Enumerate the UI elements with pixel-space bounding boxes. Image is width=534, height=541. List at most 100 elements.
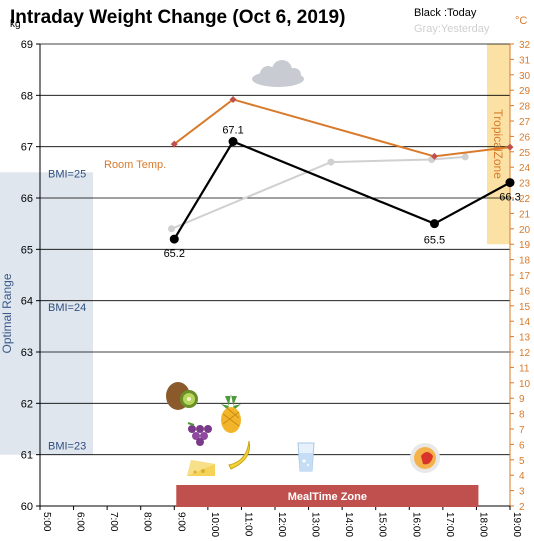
y2-tick-label: 14 bbox=[519, 317, 531, 328]
grid-lines bbox=[40, 43, 510, 507]
y-tick-label: 68 bbox=[21, 90, 33, 102]
y2-tick-label: 4 bbox=[519, 471, 525, 482]
y2-tick-label: 10 bbox=[519, 379, 531, 390]
y-tick-label: 62 bbox=[21, 398, 33, 410]
y2-tick-label: 21 bbox=[519, 209, 531, 220]
bmi-labels: BMI=25 BMI=24 BMI=23 bbox=[48, 168, 86, 452]
x-tick-label: 16:00 bbox=[410, 512, 421, 537]
y2-tick-label: 22 bbox=[519, 194, 531, 205]
y2-tick-label: 9 bbox=[519, 394, 525, 405]
icons bbox=[166, 60, 440, 476]
tropical-zone-band bbox=[487, 44, 510, 245]
kiwi-icon bbox=[166, 382, 198, 410]
y2-tick-label: 19 bbox=[519, 240, 531, 251]
y-tick-label: 65 bbox=[21, 244, 33, 256]
pineapple-icon bbox=[221, 394, 241, 433]
x-tick-label: 18:00 bbox=[477, 512, 488, 537]
meal-plate-icon bbox=[410, 443, 440, 473]
x-tick-label: 8:00 bbox=[142, 512, 153, 532]
point-yesterday bbox=[167, 225, 175, 233]
y-tick-label: 67 bbox=[21, 142, 33, 154]
data-label: 66.3 bbox=[499, 192, 520, 204]
y2-tick-label: 26 bbox=[519, 132, 531, 143]
room-temp-label: Room Temp. bbox=[104, 159, 166, 171]
y2-tick-label: 30 bbox=[519, 71, 531, 82]
point-room-temp bbox=[229, 95, 237, 103]
y-tick-label: 61 bbox=[21, 450, 33, 462]
y-tick-label: 66 bbox=[21, 193, 33, 205]
point-room-temp bbox=[506, 143, 514, 151]
chart-title: Intraday Weight Change (Oct 6, 2019) bbox=[10, 7, 345, 28]
point-today bbox=[169, 234, 179, 244]
point-yesterday bbox=[461, 153, 469, 161]
bmi-label: BMI=25 bbox=[48, 168, 86, 180]
y2-tick-label: 12 bbox=[519, 348, 531, 359]
y2-tick-label: 13 bbox=[519, 333, 531, 344]
y2-axis-unit: °C bbox=[515, 15, 527, 27]
axes: 6061626364656667686923456789101112131415… bbox=[21, 39, 531, 537]
bmi-label: BMI=24 bbox=[48, 302, 86, 314]
y2-tick-label: 5 bbox=[519, 456, 525, 467]
series-line-room-temp bbox=[173, 98, 511, 158]
meal-time-zone-label: MealTime Zone bbox=[288, 491, 367, 503]
data-label: 67.1 bbox=[222, 125, 243, 137]
y-axis-unit: kg bbox=[10, 19, 21, 30]
series-line-today bbox=[173, 140, 511, 240]
y2-tick-label: 27 bbox=[519, 117, 531, 128]
banana-icon bbox=[228, 440, 251, 470]
y2-tick-label: 3 bbox=[519, 487, 525, 498]
point-today bbox=[429, 219, 439, 229]
x-tick-label: 13:00 bbox=[310, 512, 321, 537]
y-tick-label: 64 bbox=[21, 296, 33, 308]
y2-tick-label: 8 bbox=[519, 410, 525, 421]
point-room-temp bbox=[170, 140, 178, 148]
x-tick-label: 12:00 bbox=[276, 512, 287, 537]
optimal-range-band bbox=[0, 172, 93, 455]
y2-tick-label: 28 bbox=[519, 102, 531, 113]
y-tick-label: 69 bbox=[21, 39, 33, 51]
tropical-zone-label: TropicalZone bbox=[491, 109, 505, 179]
y2-tick-label: 23 bbox=[519, 179, 531, 190]
point-today bbox=[228, 137, 238, 147]
y-tick-label: 60 bbox=[21, 501, 33, 513]
optimal-range-label: Optimal Range bbox=[0, 273, 14, 353]
y2-tick-label: 18 bbox=[519, 256, 531, 267]
point-room-temp bbox=[430, 152, 438, 160]
x-tick-label: 5:00 bbox=[41, 512, 52, 532]
water-glass-icon bbox=[297, 442, 315, 472]
meal-time-zone-bar bbox=[176, 485, 479, 507]
y-tick-label: 63 bbox=[21, 347, 33, 359]
y2-tick-label: 24 bbox=[519, 163, 531, 174]
cheese-icon bbox=[187, 460, 215, 476]
y2-tick-label: 32 bbox=[519, 40, 531, 51]
y2-tick-label: 2 bbox=[519, 502, 525, 513]
legend-entry-today: Black :Today bbox=[414, 7, 477, 19]
x-tick-label: 17:00 bbox=[444, 512, 455, 537]
data-label: 65.5 bbox=[424, 235, 445, 247]
y2-tick-label: 16 bbox=[519, 286, 531, 297]
x-tick-label: 19:00 bbox=[511, 512, 522, 537]
x-tick-label: 10:00 bbox=[209, 512, 220, 537]
x-tick-label: 14:00 bbox=[343, 512, 354, 537]
y2-tick-label: 15 bbox=[519, 302, 531, 313]
y2-tick-label: 31 bbox=[519, 55, 531, 66]
legend-entry-yesterday: Gray:Yesterday bbox=[414, 23, 490, 35]
y2-tick-label: 29 bbox=[519, 86, 531, 97]
y2-tick-label: 25 bbox=[519, 148, 531, 159]
y2-tick-label: 20 bbox=[519, 225, 531, 236]
y2-tick-label: 11 bbox=[519, 363, 530, 374]
x-tick-label: 11:00 bbox=[242, 512, 253, 537]
y2-tick-label: 7 bbox=[519, 425, 525, 436]
series-layer: 65.2 67.1 65.5 66.3 bbox=[164, 95, 521, 260]
x-tick-label: 15:00 bbox=[377, 512, 388, 537]
grapes-icon bbox=[187, 422, 212, 446]
x-tick-label: 6:00 bbox=[75, 512, 86, 532]
y2-tick-label: 17 bbox=[519, 271, 531, 282]
series-line-yesterday bbox=[171, 155, 466, 230]
cloud-icon bbox=[252, 60, 304, 87]
point-today bbox=[505, 178, 515, 188]
x-tick-label: 7:00 bbox=[108, 512, 119, 532]
x-tick-label: 9:00 bbox=[175, 512, 186, 532]
y2-tick-label: 6 bbox=[519, 440, 525, 451]
